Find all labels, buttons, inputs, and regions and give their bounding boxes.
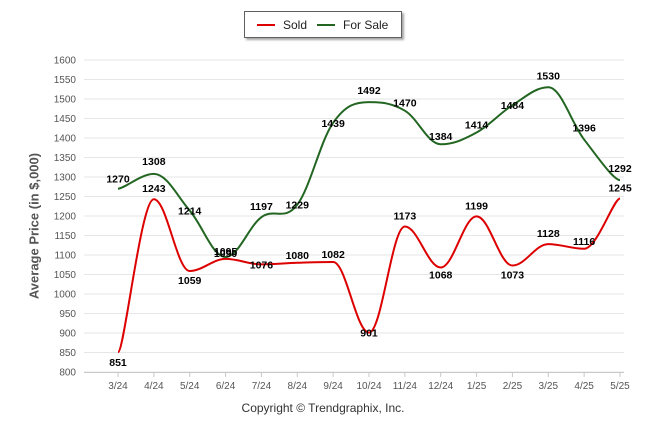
data-label-for-sale: 1492 bbox=[357, 85, 381, 97]
x-tick-label: 5/25 bbox=[610, 381, 630, 392]
data-label-sold: 1116 bbox=[573, 236, 595, 248]
data-label-for-sale: 1384 bbox=[429, 131, 453, 143]
data-label-for-sale: 1214 bbox=[178, 206, 202, 218]
data-label-sold: 1173 bbox=[393, 211, 416, 223]
data-label-sold: 851 bbox=[109, 357, 127, 369]
data-label-sold: 1243 bbox=[142, 183, 166, 195]
y-tick-label: 1300 bbox=[54, 173, 77, 184]
data-label-sold: 1128 bbox=[537, 228, 560, 240]
data-label-for-sale: 1470 bbox=[393, 98, 417, 110]
y-tick-label: 1000 bbox=[54, 290, 77, 301]
y-tick-label: 1400 bbox=[54, 134, 77, 145]
legend-label-for-sale: For Sale bbox=[343, 18, 389, 32]
legend-item-for-sale: For Sale bbox=[317, 17, 388, 33]
gridlines bbox=[84, 59, 624, 373]
series-line-sold bbox=[117, 197, 621, 354]
data-label-sold: 1082 bbox=[321, 249, 345, 261]
x-tick-label: 8/24 bbox=[288, 381, 308, 392]
copyright-credit: Copyright © Trendgraphix, Inc. bbox=[241, 401, 405, 415]
legend-item-sold: Sold bbox=[257, 17, 307, 33]
data-label-for-sale: 1308 bbox=[142, 156, 166, 168]
data-label-for-sale: 1095 bbox=[214, 246, 238, 258]
x-tick-label: 11/24 bbox=[393, 381, 418, 392]
data-label-sold: 1059 bbox=[178, 275, 202, 287]
x-tick-label: 5/24 bbox=[180, 381, 200, 392]
data-label-for-sale: 1530 bbox=[537, 70, 561, 82]
y-tick-label: 1600 bbox=[54, 56, 77, 67]
y-tick-label: 1100 bbox=[54, 251, 76, 262]
y-tick-label: 950 bbox=[59, 309, 76, 320]
data-label-for-sale: 1229 bbox=[286, 200, 310, 212]
x-tick-label: 3/25 bbox=[539, 381, 559, 392]
series-lines bbox=[117, 86, 621, 354]
data-label-sold: 1076 bbox=[250, 259, 274, 271]
y-tick-label: 1050 bbox=[54, 270, 77, 281]
data-label-sold: 1068 bbox=[429, 269, 453, 281]
data-label-sold: 1073 bbox=[501, 270, 525, 282]
data-label-for-sale: 1270 bbox=[106, 174, 130, 186]
data-labels: 851 1243 1059 1090 1076 1080 1082 901 1173 1068 11… bbox=[106, 70, 632, 369]
x-tick-label: 9/24 bbox=[323, 381, 343, 392]
x-tick-label: 1/25 bbox=[467, 381, 487, 392]
y-tick-label: 1350 bbox=[54, 153, 77, 164]
series-line-for-sale bbox=[117, 86, 621, 258]
x-tick-label: 3/24 bbox=[108, 381, 128, 392]
y-tick-label: 1550 bbox=[54, 75, 77, 86]
data-label-sold: 1245 bbox=[608, 182, 632, 194]
legend-label-sold: Sold bbox=[283, 18, 308, 32]
x-tick-label: 4/25 bbox=[574, 381, 594, 392]
data-label-sold: 1199 bbox=[465, 200, 488, 212]
data-label-for-sale: 1484 bbox=[501, 100, 525, 112]
legend-swatch-for-sale bbox=[317, 23, 335, 26]
x-tick-label: 10/24 bbox=[356, 381, 381, 392]
data-label-sold: 1090 bbox=[214, 248, 238, 260]
y-tick-label: 1500 bbox=[54, 95, 77, 106]
axes: 800 850 900 950 1000 1050 1100 1150 1200 1250 1300… bbox=[54, 56, 630, 393]
chart-legend: Sold For Sale bbox=[244, 11, 402, 38]
x-tick-label: 7/24 bbox=[252, 381, 272, 392]
y-tick-label: 900 bbox=[59, 329, 76, 340]
y-tick-label: 1450 bbox=[54, 114, 77, 125]
x-tick-label: 6/24 bbox=[216, 381, 236, 392]
data-label-for-sale: 1292 bbox=[608, 163, 632, 175]
y-tick-label: 1150 bbox=[54, 231, 76, 242]
y-tick-label: 850 bbox=[59, 348, 76, 359]
x-tick-label: 4/24 bbox=[144, 381, 164, 392]
y-axis-title: Average Price (in $,000) bbox=[26, 152, 42, 300]
data-label-for-sale: 1414 bbox=[465, 120, 489, 132]
y-tick-label: 800 bbox=[59, 368, 76, 379]
data-label-for-sale: 1439 bbox=[321, 118, 345, 130]
y-tick-label: 1200 bbox=[54, 212, 77, 223]
data-label-sold: 901 bbox=[360, 328, 378, 340]
x-tick-label: 12/24 bbox=[428, 381, 453, 392]
legend-swatch-sold bbox=[257, 23, 275, 26]
data-label-sold: 1080 bbox=[286, 250, 310, 262]
data-label-for-sale: 1396 bbox=[572, 123, 596, 135]
data-label-for-sale: 1197 bbox=[250, 201, 273, 213]
x-tick-label: 2/25 bbox=[503, 381, 523, 392]
y-tick-label: 1250 bbox=[54, 192, 77, 203]
